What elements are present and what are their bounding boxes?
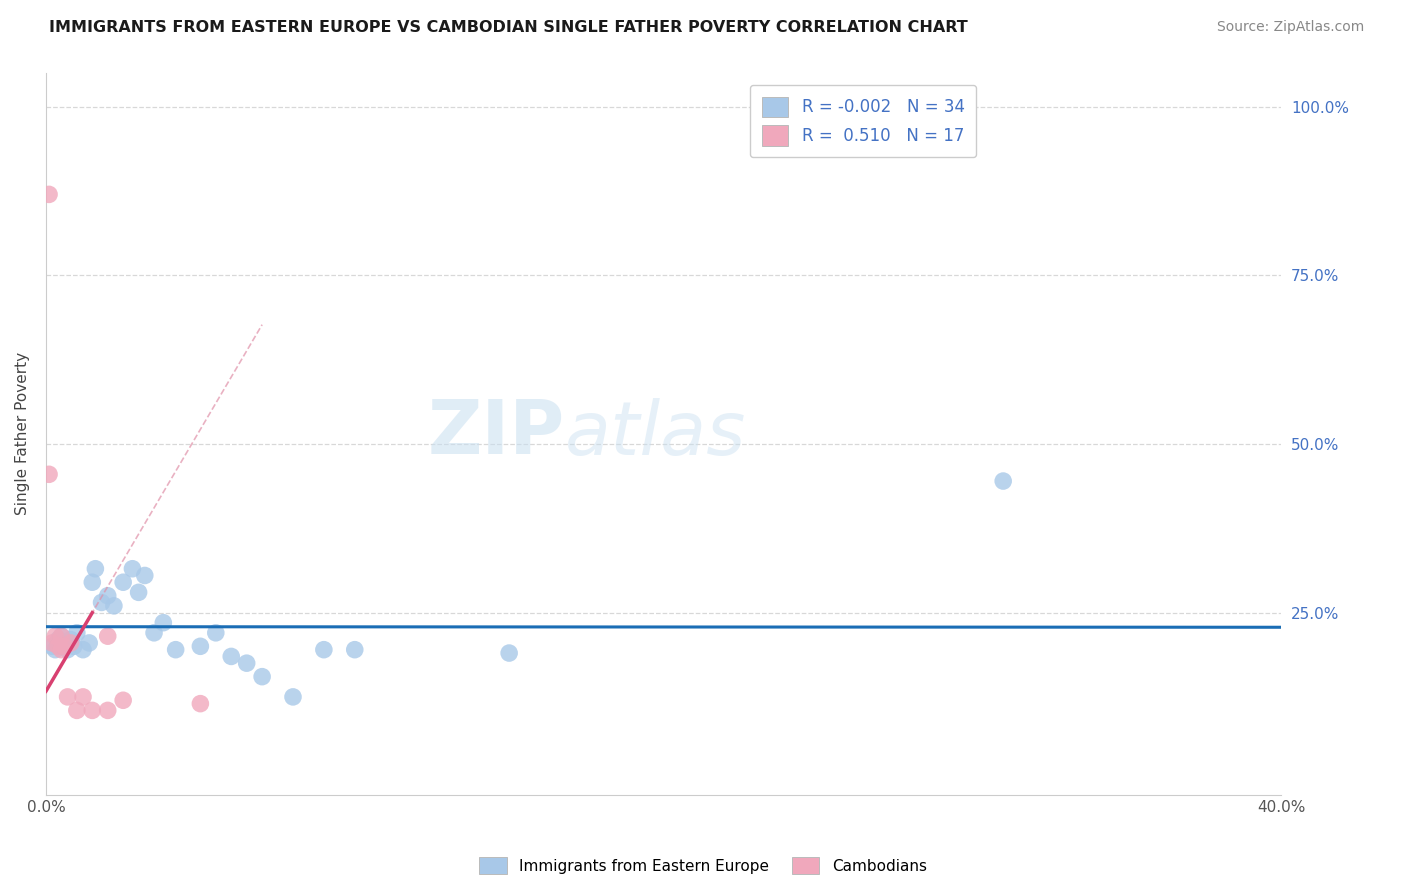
Point [152, 615, 174, 630]
Point [121, 562, 143, 576]
Legend: R = -0.002   N = 34, R =  0.510   N = 17: R = -0.002 N = 34, R = 0.510 N = 17 [749, 85, 976, 157]
Point [46, 632, 69, 647]
Point [72, 690, 94, 704]
Point [112, 575, 135, 590]
Point [204, 625, 226, 640]
Point [77, 636, 100, 650]
Point [235, 656, 257, 670]
Point [72, 642, 94, 657]
Point [97, 703, 120, 717]
Point [498, 646, 520, 660]
Point [165, 642, 187, 657]
Point [343, 642, 366, 657]
Legend: Immigrants from Eastern Europe, Cambodians: Immigrants from Eastern Europe, Cambodia… [474, 851, 932, 880]
Point [62, 640, 84, 654]
Point [112, 693, 135, 707]
Point [44, 629, 66, 643]
Point [41, 640, 63, 654]
Point [53, 640, 76, 654]
Point [84, 562, 107, 576]
Text: ZIP: ZIP [427, 397, 565, 470]
Point [312, 642, 335, 657]
Point [51, 629, 73, 643]
Point [59, 636, 82, 650]
Text: IMMIGRANTS FROM EASTERN EUROPE VS CAMBODIAN SINGLE FATHER POVERTY CORRELATION CH: IMMIGRANTS FROM EASTERN EUROPE VS CAMBOD… [49, 20, 967, 35]
Text: Source: ZipAtlas.com: Source: ZipAtlas.com [1216, 20, 1364, 34]
Y-axis label: Single Father Poverty: Single Father Poverty [15, 352, 30, 516]
Point [134, 568, 156, 582]
Point [97, 589, 120, 603]
Point [41, 636, 63, 650]
Point [66, 703, 89, 717]
Point [219, 649, 242, 664]
Point [190, 697, 212, 711]
Point [59, 632, 82, 647]
Point [44, 642, 66, 657]
Point [250, 670, 273, 684]
Point [97, 629, 120, 643]
Point [82, 575, 104, 590]
Point [128, 585, 150, 599]
Point [190, 640, 212, 654]
Point [51, 642, 73, 657]
Point [56, 690, 79, 704]
Point [90, 595, 112, 609]
Point [38, 187, 60, 202]
Text: atlas: atlas [565, 398, 747, 470]
Point [53, 640, 76, 654]
Point [143, 625, 166, 640]
Point [82, 703, 104, 717]
Point [38, 467, 60, 482]
Point [66, 625, 89, 640]
Point [993, 474, 1015, 488]
Point [46, 640, 69, 654]
Point [281, 690, 304, 704]
Point [103, 599, 125, 613]
Point [56, 642, 79, 657]
Point [51, 629, 73, 643]
Point [46, 640, 69, 654]
